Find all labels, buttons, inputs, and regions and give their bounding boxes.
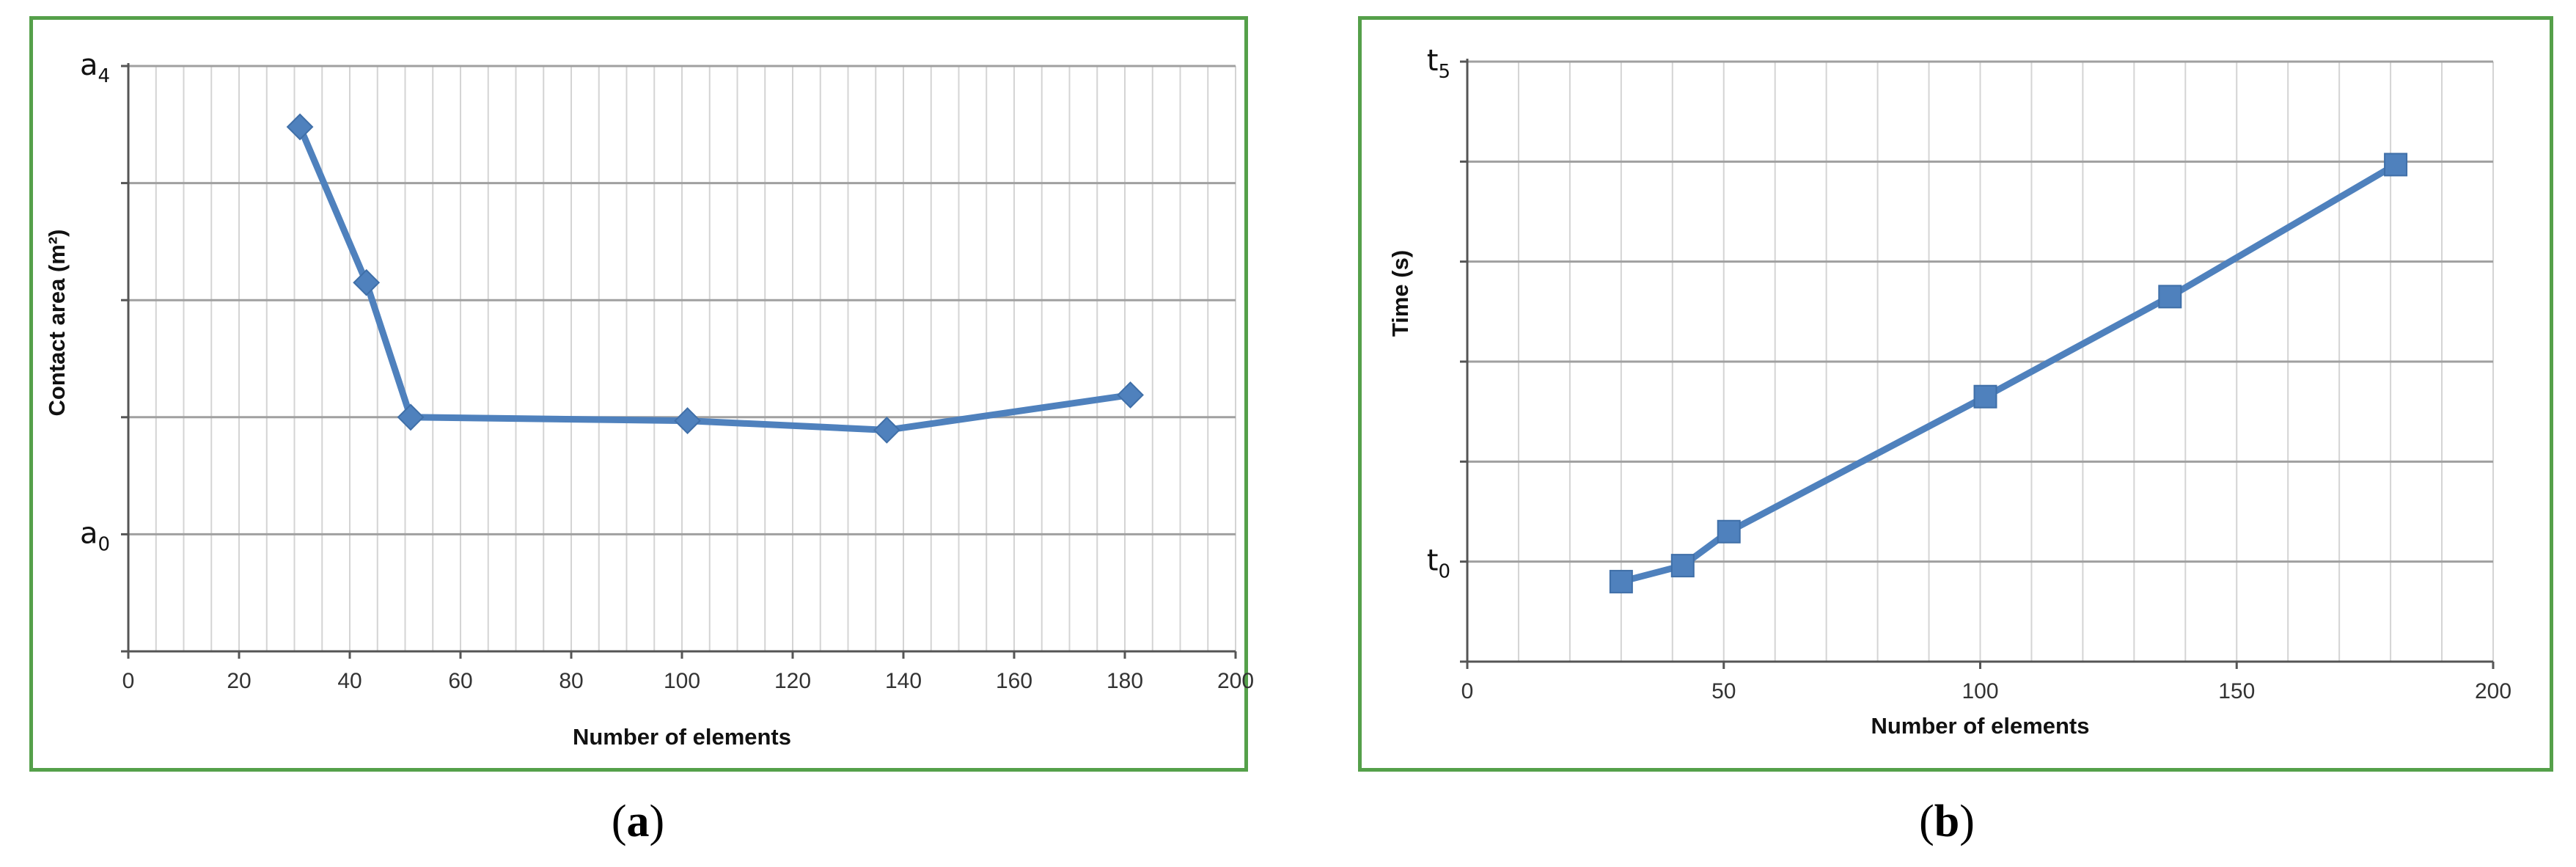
y-tick-label: t5 (1427, 44, 1450, 83)
x-axis-title: Number of elements (1871, 713, 2089, 739)
caption-a: (a) (611, 797, 665, 846)
panel-b-frame (1358, 16, 2553, 772)
panel-a-frame (29, 16, 1248, 772)
y-tick-label-sub: 0 (1438, 561, 1450, 583)
x-tick-label: 140 (885, 669, 922, 693)
y-tick-label-sub: 4 (98, 65, 110, 87)
y-tick-label: a4 (80, 48, 110, 87)
x-tick-label: 100 (1962, 679, 1998, 703)
x-tick-label: 100 (664, 669, 700, 693)
x-tick-label: 20 (227, 669, 251, 693)
x-tick-label: 0 (1461, 679, 1474, 703)
data-point-square (1609, 569, 1633, 593)
x-tick-label: 50 (1711, 679, 1736, 703)
x-tick-label: 80 (559, 669, 583, 693)
caption-b: (b) (1919, 797, 1975, 846)
data-point-diamond (674, 407, 701, 435)
data-point-square (1973, 384, 1997, 409)
y-tick-label-base: t (1427, 44, 1439, 78)
y-axis-title: Contact area (m²) (44, 230, 70, 417)
x-tick-label: 0 (122, 669, 135, 693)
caption-b-letter: b (1934, 797, 1960, 846)
x-tick-label: 200 (2475, 679, 2511, 703)
series-line (1618, 161, 2399, 585)
y-tick-label-base: a (80, 48, 98, 82)
data-point-square (2158, 285, 2182, 309)
series-line (296, 123, 1134, 434)
data-point-square (1717, 519, 1741, 544)
x-tick-label: 150 (2218, 679, 2255, 703)
x-tick-label: 40 (337, 669, 362, 693)
caption-a-letter: a (626, 797, 650, 846)
y-tick-label: a0 (80, 516, 110, 555)
y-tick-label-sub: 5 (1438, 61, 1450, 83)
data-point-square (2384, 153, 2408, 177)
data-point-diamond (286, 113, 314, 141)
x-axis-title: Number of elements (573, 724, 791, 750)
y-tick-label-sub: 0 (98, 533, 110, 555)
y-tick-label-base: t (1427, 544, 1439, 578)
data-point-square (1670, 554, 1695, 578)
data-point-diamond (1117, 381, 1144, 409)
x-tick-label: 160 (996, 669, 1032, 693)
data-point-diamond (873, 416, 900, 444)
data-point-diamond (353, 268, 381, 296)
y-tick-label-base: a (80, 516, 98, 550)
x-tick-label: 120 (774, 669, 811, 693)
y-axis-title: Time (s) (1387, 250, 1413, 337)
x-tick-label: 180 (1107, 669, 1143, 693)
x-tick-label: 60 (448, 669, 472, 693)
y-tick-label: t0 (1427, 544, 1450, 583)
x-tick-label: 200 (1217, 669, 1254, 693)
data-point-diamond (397, 403, 425, 431)
